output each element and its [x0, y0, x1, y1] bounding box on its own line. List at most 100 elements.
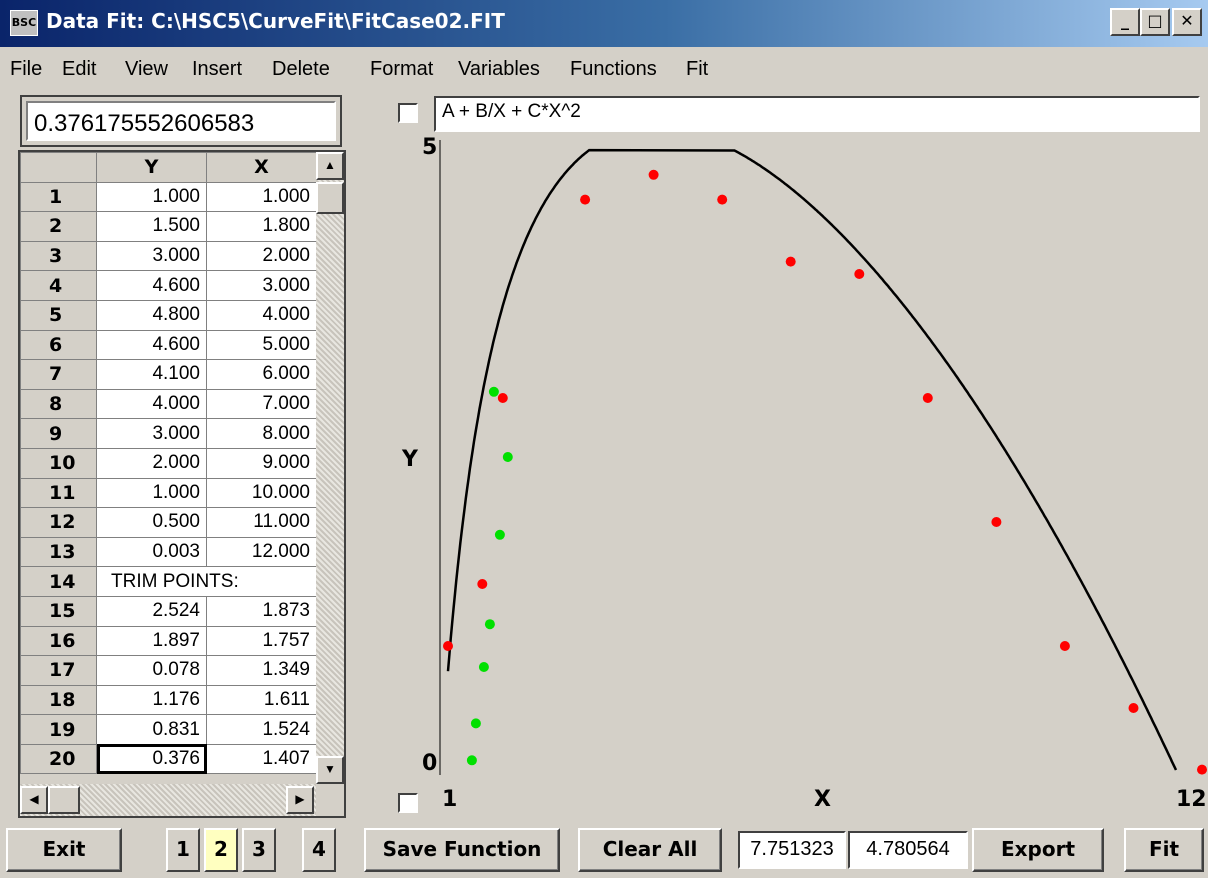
menu-fit[interactable]: Fit — [686, 58, 709, 80]
row-number[interactable]: 20 — [20, 743, 97, 775]
x-cell[interactable]: 1.407 — [206, 743, 317, 775]
row-number[interactable]: 17 — [20, 655, 97, 686]
x-cell[interactable]: 4.000 — [206, 299, 317, 331]
data-point[interactable] — [443, 641, 453, 651]
row-number[interactable]: 3 — [20, 240, 97, 272]
y-cell[interactable]: 3.000 — [96, 418, 207, 449]
clear-all-button[interactable]: Clear All — [578, 828, 722, 872]
save-function-button[interactable]: Save Function — [364, 828, 560, 872]
x-cell[interactable]: 6.000 — [206, 359, 317, 390]
y-cell[interactable]: 4.600 — [96, 329, 207, 361]
y-cell[interactable]: 1.500 — [96, 211, 207, 242]
page-3-button[interactable]: 3 — [242, 828, 276, 872]
x-cell[interactable]: 7.000 — [206, 388, 317, 420]
y-cell[interactable]: 1.000 — [96, 181, 207, 213]
x-cell[interactable]: 3.000 — [206, 270, 317, 301]
fit-value-field-1[interactable]: 7.751323 — [738, 831, 846, 869]
y-cell[interactable]: 4.600 — [96, 270, 207, 301]
menu-format[interactable]: Format — [370, 58, 434, 80]
menu-insert[interactable]: Insert — [192, 58, 243, 80]
row-number[interactable]: 16 — [20, 625, 97, 657]
page-4-button[interactable]: 4 — [302, 828, 336, 872]
value-input[interactable]: 0.376175552606583 — [26, 101, 336, 141]
row-number[interactable]: 8 — [20, 388, 97, 420]
maximize-button[interactable]: □ — [1140, 8, 1170, 36]
scroll-right-arrow-icon[interactable]: ▶ — [286, 786, 314, 814]
y-cell[interactable]: 1.000 — [96, 477, 207, 509]
trim-point[interactable] — [470, 718, 481, 729]
menu-functions[interactable]: Functions — [570, 58, 657, 80]
scroll-down-arrow-icon[interactable]: ▼ — [316, 756, 344, 784]
row-number[interactable]: 14 — [20, 566, 97, 597]
x-cell[interactable]: 1.349 — [206, 655, 317, 686]
y-cell[interactable]: 3.000 — [96, 240, 207, 272]
data-point[interactable] — [717, 194, 728, 205]
y-cell[interactable]: 0.500 — [96, 507, 207, 538]
x-cell[interactable]: 1.800 — [206, 211, 317, 242]
vertical-scrollbar[interactable]: ▲ ▼ — [316, 152, 344, 784]
app-icon[interactable]: BSC — [10, 10, 38, 36]
scroll-thumb[interactable] — [316, 182, 344, 214]
y-cell[interactable]: 1.176 — [96, 684, 207, 716]
export-button[interactable]: Export — [972, 828, 1104, 872]
page-2-button[interactable]: 2 — [204, 828, 238, 872]
trim-point[interactable] — [502, 452, 513, 462]
column-header-x[interactable]: X — [206, 152, 317, 183]
row-number[interactable]: 18 — [20, 684, 97, 716]
row-number[interactable]: 7 — [20, 359, 97, 390]
trim-points-label[interactable]: TRIM POINTS: — [96, 566, 317, 597]
horizontal-scrollbar[interactable]: ◀ ▶ — [20, 784, 316, 816]
row-number[interactable]: 11 — [20, 477, 97, 509]
page-1-button[interactable]: 1 — [166, 828, 200, 872]
trim-point[interactable] — [494, 529, 505, 540]
row-number[interactable]: 9 — [20, 418, 97, 449]
data-point[interactable] — [477, 579, 488, 589]
exit-button[interactable]: Exit — [6, 828, 122, 872]
x-cell[interactable]: 1.757 — [206, 625, 317, 657]
data-point[interactable] — [991, 517, 1002, 527]
minimize-button[interactable]: _ — [1110, 8, 1140, 36]
scroll-up-arrow-icon[interactable]: ▲ — [316, 152, 344, 180]
x-cell[interactable]: 1.611 — [206, 684, 317, 716]
x-cell[interactable]: 1.000 — [206, 181, 317, 213]
row-number[interactable]: 12 — [20, 507, 97, 538]
trim-point[interactable] — [478, 662, 489, 672]
y-cell[interactable]: 4.800 — [96, 299, 207, 331]
row-number[interactable]: 5 — [20, 299, 97, 331]
menu-file[interactable]: File — [10, 58, 43, 80]
row-number[interactable]: 10 — [20, 447, 97, 479]
row-number[interactable]: 2 — [20, 211, 97, 242]
data-point[interactable] — [1128, 703, 1139, 713]
row-number[interactable]: 1 — [20, 181, 97, 213]
y-cell[interactable]: 0.831 — [96, 714, 207, 745]
lower-checkbox[interactable] — [398, 793, 418, 813]
x-cell[interactable]: 11.000 — [206, 507, 317, 538]
fit-value-field-2[interactable]: 4.780564 — [848, 831, 968, 869]
formula-input[interactable]: A + B/X + C*X^2 — [434, 96, 1200, 132]
hscroll-thumb[interactable] — [48, 786, 80, 814]
menu-delete[interactable]: Delete — [272, 58, 330, 80]
data-point[interactable] — [648, 169, 659, 180]
x-cell[interactable]: 2.000 — [206, 240, 317, 272]
x-cell[interactable]: 9.000 — [206, 447, 317, 479]
trim-point[interactable] — [466, 755, 477, 766]
x-cell[interactable]: 1.524 — [206, 714, 317, 745]
data-point[interactable] — [497, 393, 508, 403]
x-cell[interactable]: 5.000 — [206, 329, 317, 361]
y-cell[interactable]: 0.376 — [96, 743, 207, 775]
trim-point[interactable] — [484, 619, 495, 630]
close-button[interactable]: ✕ — [1172, 8, 1202, 36]
formula-checkbox[interactable] — [398, 103, 418, 123]
x-cell[interactable]: 10.000 — [206, 477, 317, 509]
fit-button[interactable]: Fit — [1124, 828, 1204, 872]
data-point[interactable] — [1197, 764, 1207, 775]
row-number[interactable]: 6 — [20, 329, 97, 361]
menu-edit[interactable]: Edit — [62, 58, 97, 80]
y-cell[interactable]: 2.000 — [96, 447, 207, 479]
scroll-left-arrow-icon[interactable]: ◀ — [20, 786, 48, 814]
y-cell[interactable]: 0.003 — [96, 536, 207, 568]
menu-view[interactable]: View — [125, 58, 168, 80]
x-cell[interactable]: 12.000 — [206, 536, 317, 568]
y-cell[interactable]: 1.897 — [96, 625, 207, 657]
x-cell[interactable]: 8.000 — [206, 418, 317, 449]
